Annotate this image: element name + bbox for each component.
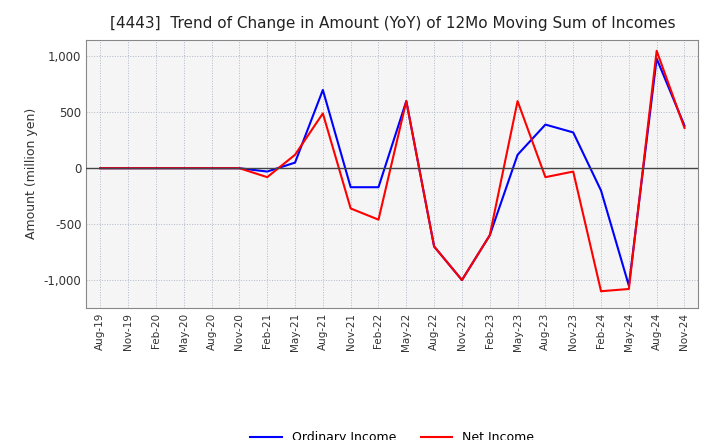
Ordinary Income — [458, 277, 467, 282]
Ordinary Income — [263, 169, 271, 174]
Ordinary Income — [513, 152, 522, 158]
Net Income — [513, 99, 522, 104]
Net Income — [207, 165, 216, 171]
Net Income — [541, 175, 550, 180]
Line: Ordinary Income: Ordinary Income — [100, 59, 685, 286]
Ordinary Income — [346, 184, 355, 190]
Ordinary Income — [96, 165, 104, 171]
Ordinary Income — [541, 122, 550, 127]
Net Income — [652, 48, 661, 53]
Net Income — [374, 217, 383, 222]
Net Income — [318, 111, 327, 116]
Ordinary Income — [597, 188, 606, 193]
Ordinary Income — [291, 160, 300, 165]
Net Income — [235, 165, 243, 171]
Net Income — [346, 206, 355, 211]
Net Income — [291, 152, 300, 158]
Net Income — [430, 244, 438, 249]
Ordinary Income — [124, 165, 132, 171]
Ordinary Income — [207, 165, 216, 171]
Net Income — [124, 165, 132, 171]
Net Income — [263, 175, 271, 180]
Net Income — [680, 125, 689, 131]
Net Income — [597, 289, 606, 294]
Ordinary Income — [569, 130, 577, 135]
Ordinary Income — [402, 99, 410, 104]
Ordinary Income — [652, 56, 661, 61]
Ordinary Income — [680, 123, 689, 128]
Title: [4443]  Trend of Change in Amount (YoY) of 12Mo Moving Sum of Incomes: [4443] Trend of Change in Amount (YoY) o… — [109, 16, 675, 32]
Ordinary Income — [179, 165, 188, 171]
Net Income — [152, 165, 161, 171]
Ordinary Income — [374, 184, 383, 190]
Y-axis label: Amount (million yen): Amount (million yen) — [25, 108, 38, 239]
Ordinary Income — [485, 233, 494, 238]
Net Income — [458, 277, 467, 282]
Net Income — [179, 165, 188, 171]
Net Income — [569, 169, 577, 174]
Net Income — [624, 286, 633, 292]
Legend: Ordinary Income, Net Income: Ordinary Income, Net Income — [246, 426, 539, 440]
Ordinary Income — [152, 165, 161, 171]
Ordinary Income — [318, 87, 327, 92]
Ordinary Income — [624, 283, 633, 288]
Net Income — [402, 99, 410, 104]
Ordinary Income — [235, 165, 243, 171]
Net Income — [96, 165, 104, 171]
Line: Net Income: Net Income — [100, 51, 685, 291]
Ordinary Income — [430, 244, 438, 249]
Net Income — [485, 233, 494, 238]
